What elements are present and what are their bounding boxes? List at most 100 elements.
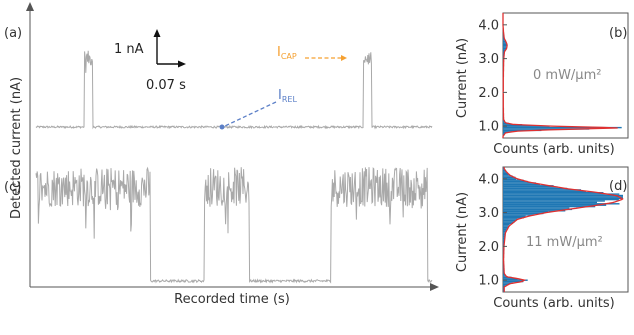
histogram-bar [503,169,506,172]
histogram-bar [503,46,507,48]
histogram-bar [503,235,505,237]
histogram-bar [503,283,509,286]
histogram-bar [503,49,506,51]
histogram-bar [503,131,513,133]
panel-d-x-axis-label: Counts (arb. units) [493,296,614,311]
cap-arrow-icon [341,55,347,61]
panel-b-label: (b) [609,26,627,41]
histogram-bar [503,186,558,188]
histogram-bar [503,233,506,236]
histogram-bar [503,172,508,174]
histogram-bar [503,226,508,229]
histogram-bar [503,125,550,127]
histogram-bar [503,38,505,40]
scale-bar [153,29,186,68]
histogram-bar [503,207,570,209]
panel-d-label: (d) [609,179,627,194]
histogram-bar [503,214,535,216]
histogram-bar [503,50,505,52]
fit-curve [502,167,624,292]
histogram-bar [503,194,623,197]
histogram-bar [503,240,505,242]
y-tick-label: 2.0 [478,86,499,101]
histogram-bar [503,228,509,230]
histogram-bar [503,218,518,220]
histogram-bar [503,175,513,177]
histogram-bar [503,210,566,212]
panel-b-y-axis-label: Current (nA) [455,38,470,118]
histogram-bar [503,197,623,199]
histogram-bar [503,201,597,204]
histogram-bar [503,204,607,206]
main-x-axis-label: Recorded time (s) [174,292,290,307]
rel-annotation: IREL [219,88,297,130]
histogram-bar [503,196,623,198]
histogram-bar [503,223,510,226]
y-tick-label: 2.0 [478,240,499,255]
histogram-bar [503,47,507,50]
histogram-bar [503,237,505,240]
scale-time-arrow-icon [178,60,186,68]
histogram-bar [503,280,524,283]
histogram-bar [503,232,506,234]
histogram-bar [503,43,508,45]
panel-c-label: (c) [4,180,21,195]
fit-curve [502,13,618,138]
histogram-bar [503,198,619,201]
histogram-bar [503,183,540,186]
current-trace-line [35,166,433,284]
histogram-bar [503,185,554,187]
scale-current-label: 1 nA [114,42,144,57]
histogram-bar [503,179,524,181]
histogram-bar [503,278,518,280]
histogram-bar [503,243,505,245]
panel-b-power-label: 0 mW/μm² [533,68,601,83]
y-tick-label: 3.0 [478,206,499,221]
histogram-bar [503,286,505,288]
x-axis-arrow-icon [430,283,439,291]
histogram-bar [503,272,505,274]
main-y-axis-label: Detected current (nA) [9,77,24,219]
histogram-bar [503,290,504,292]
scale-time-label: 0.07 s [146,78,186,93]
y-tick-label: 4.0 [478,18,499,33]
histogram-bar [503,217,524,219]
panel-b-x-axis-label: Counts (arb. units) [493,142,614,157]
histogram-bar [503,192,604,194]
panel-a-label: (a) [4,26,22,41]
histogram-bar [503,178,517,180]
cap-annotation: ICAP [277,45,347,61]
y-tick-label: 3.0 [478,52,499,67]
histogram-bar [503,126,622,129]
panel-c-trace [35,166,433,284]
histogram-bar [503,44,507,47]
histogram-bar [503,236,506,238]
histogram-bar [503,219,516,222]
y-tick-label: 4.0 [478,172,499,187]
panel-b-histogram: 1.0 2.0 3.0 4.0 [478,12,629,139]
histogram-bar [503,128,590,130]
scale-current-arrow-icon [153,29,161,37]
current-trace-line [35,50,433,130]
panel-d-y-axis-label: Current (nA) [455,192,470,272]
histogram-bar [503,275,506,277]
histogram-bar [503,176,516,179]
histogram-bar [503,180,528,183]
histogram-bar [503,212,544,215]
histogram-bar [503,208,573,211]
histogram-bar [503,121,506,123]
histogram-bar [503,200,605,202]
panel-d-histogram: 1.0 2.0 3.0 4.0 [478,166,629,293]
histogram-bar [503,221,515,223]
histogram-bar [503,187,568,190]
main-axes [26,2,439,291]
panel-d-power-label: 11 mW/μm² [526,235,603,250]
histogram-bar [503,222,514,224]
y-tick-label: 1.0 [478,274,499,289]
histogram-bar [503,285,506,287]
histogram-bar [503,182,536,184]
histogram-bar [503,230,506,233]
histogram-bar [503,211,548,213]
histogram-bar [503,215,526,217]
